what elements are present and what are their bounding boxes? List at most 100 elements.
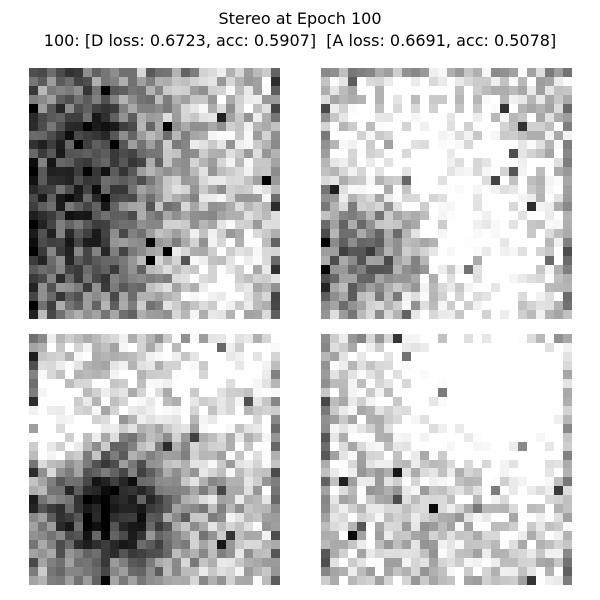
- pixel: [64, 342, 74, 352]
- pixel: [446, 202, 456, 212]
- pixel: [109, 522, 119, 532]
- pixel: [410, 202, 420, 212]
- pixel: [392, 342, 402, 352]
- pixel: [509, 229, 519, 239]
- pixel: [199, 139, 209, 149]
- pixel: [410, 211, 420, 221]
- pixel: [536, 468, 546, 478]
- pixel: [383, 468, 393, 478]
- pixel: [154, 292, 164, 302]
- pixel: [235, 513, 245, 523]
- pixel: [428, 76, 438, 86]
- pixel: [29, 351, 38, 361]
- pixel: [73, 531, 83, 541]
- pixel: [37, 504, 47, 514]
- pixel: [392, 486, 402, 496]
- pixel: [37, 486, 47, 496]
- pixel: [410, 450, 420, 460]
- pixel: [437, 334, 447, 343]
- pixel: [100, 94, 110, 104]
- pixel: [271, 283, 280, 293]
- pixel: [262, 193, 272, 203]
- pixel: [347, 139, 357, 149]
- pixel: [338, 274, 348, 284]
- pixel: [536, 85, 546, 95]
- pixel: [127, 360, 137, 370]
- pixel: [392, 139, 402, 149]
- pixel: [118, 450, 128, 460]
- pixel: [91, 292, 101, 302]
- pixel: [253, 396, 263, 406]
- pixel: [190, 369, 200, 379]
- pixel: [518, 68, 528, 77]
- pixel: [464, 450, 474, 460]
- pixel: [163, 432, 173, 442]
- pixel: [491, 540, 501, 550]
- pixel: [446, 220, 456, 230]
- pixel: [199, 148, 209, 158]
- pixel: [464, 184, 474, 194]
- pixel: [118, 103, 128, 113]
- pixel: [554, 540, 564, 550]
- pixel: [226, 310, 236, 319]
- pixel: [518, 378, 528, 388]
- pixel: [491, 360, 501, 370]
- pixel: [190, 414, 200, 424]
- pixel: [347, 103, 357, 113]
- pixel: [554, 103, 564, 113]
- pixel: [500, 76, 510, 86]
- pixel: [127, 229, 137, 239]
- pixel: [190, 495, 200, 505]
- pixel: [29, 387, 38, 397]
- pixel: [55, 495, 65, 505]
- pixel: [509, 202, 519, 212]
- pixel: [136, 211, 146, 221]
- pixel: [271, 567, 280, 577]
- pixel: [392, 558, 402, 568]
- pixel: [29, 76, 38, 86]
- pixel: [46, 396, 56, 406]
- pixel: [455, 265, 465, 275]
- pixel: [64, 130, 74, 140]
- pixel: [154, 148, 164, 158]
- pixel: [410, 504, 420, 514]
- pixel: [392, 76, 402, 86]
- pixel: [536, 459, 546, 469]
- pixel: [37, 423, 47, 433]
- pixel: [208, 576, 218, 585]
- pixel: [500, 85, 510, 95]
- pixel: [118, 432, 128, 442]
- pixel: [428, 211, 438, 221]
- pixel: [154, 432, 164, 442]
- pixel: [446, 513, 456, 523]
- pixel: [455, 522, 465, 532]
- pixel: [163, 76, 173, 86]
- pixel: [73, 121, 83, 131]
- pixel: [127, 468, 137, 478]
- pixel: [91, 468, 101, 478]
- pixel: [410, 486, 420, 496]
- pixel: [545, 549, 555, 559]
- pixel: [226, 247, 236, 257]
- pixel: [446, 139, 456, 149]
- pixel: [109, 202, 119, 212]
- pixel: [136, 549, 146, 559]
- pixel: [473, 378, 483, 388]
- pixel: [545, 265, 555, 275]
- pixel: [46, 76, 56, 86]
- pixel: [262, 238, 272, 248]
- pixel: [509, 549, 519, 559]
- pixel: [154, 342, 164, 352]
- pixel: [64, 540, 74, 550]
- pixel: [374, 387, 384, 397]
- pixel: [190, 531, 200, 541]
- pixel: [262, 387, 272, 397]
- pixel: [545, 504, 555, 514]
- pixel: [374, 301, 384, 311]
- pixel: [491, 576, 501, 585]
- pixel: [145, 396, 155, 406]
- pixel: [37, 513, 47, 523]
- pixel: [217, 477, 227, 487]
- pixel: [563, 157, 572, 167]
- pixel: [446, 567, 456, 577]
